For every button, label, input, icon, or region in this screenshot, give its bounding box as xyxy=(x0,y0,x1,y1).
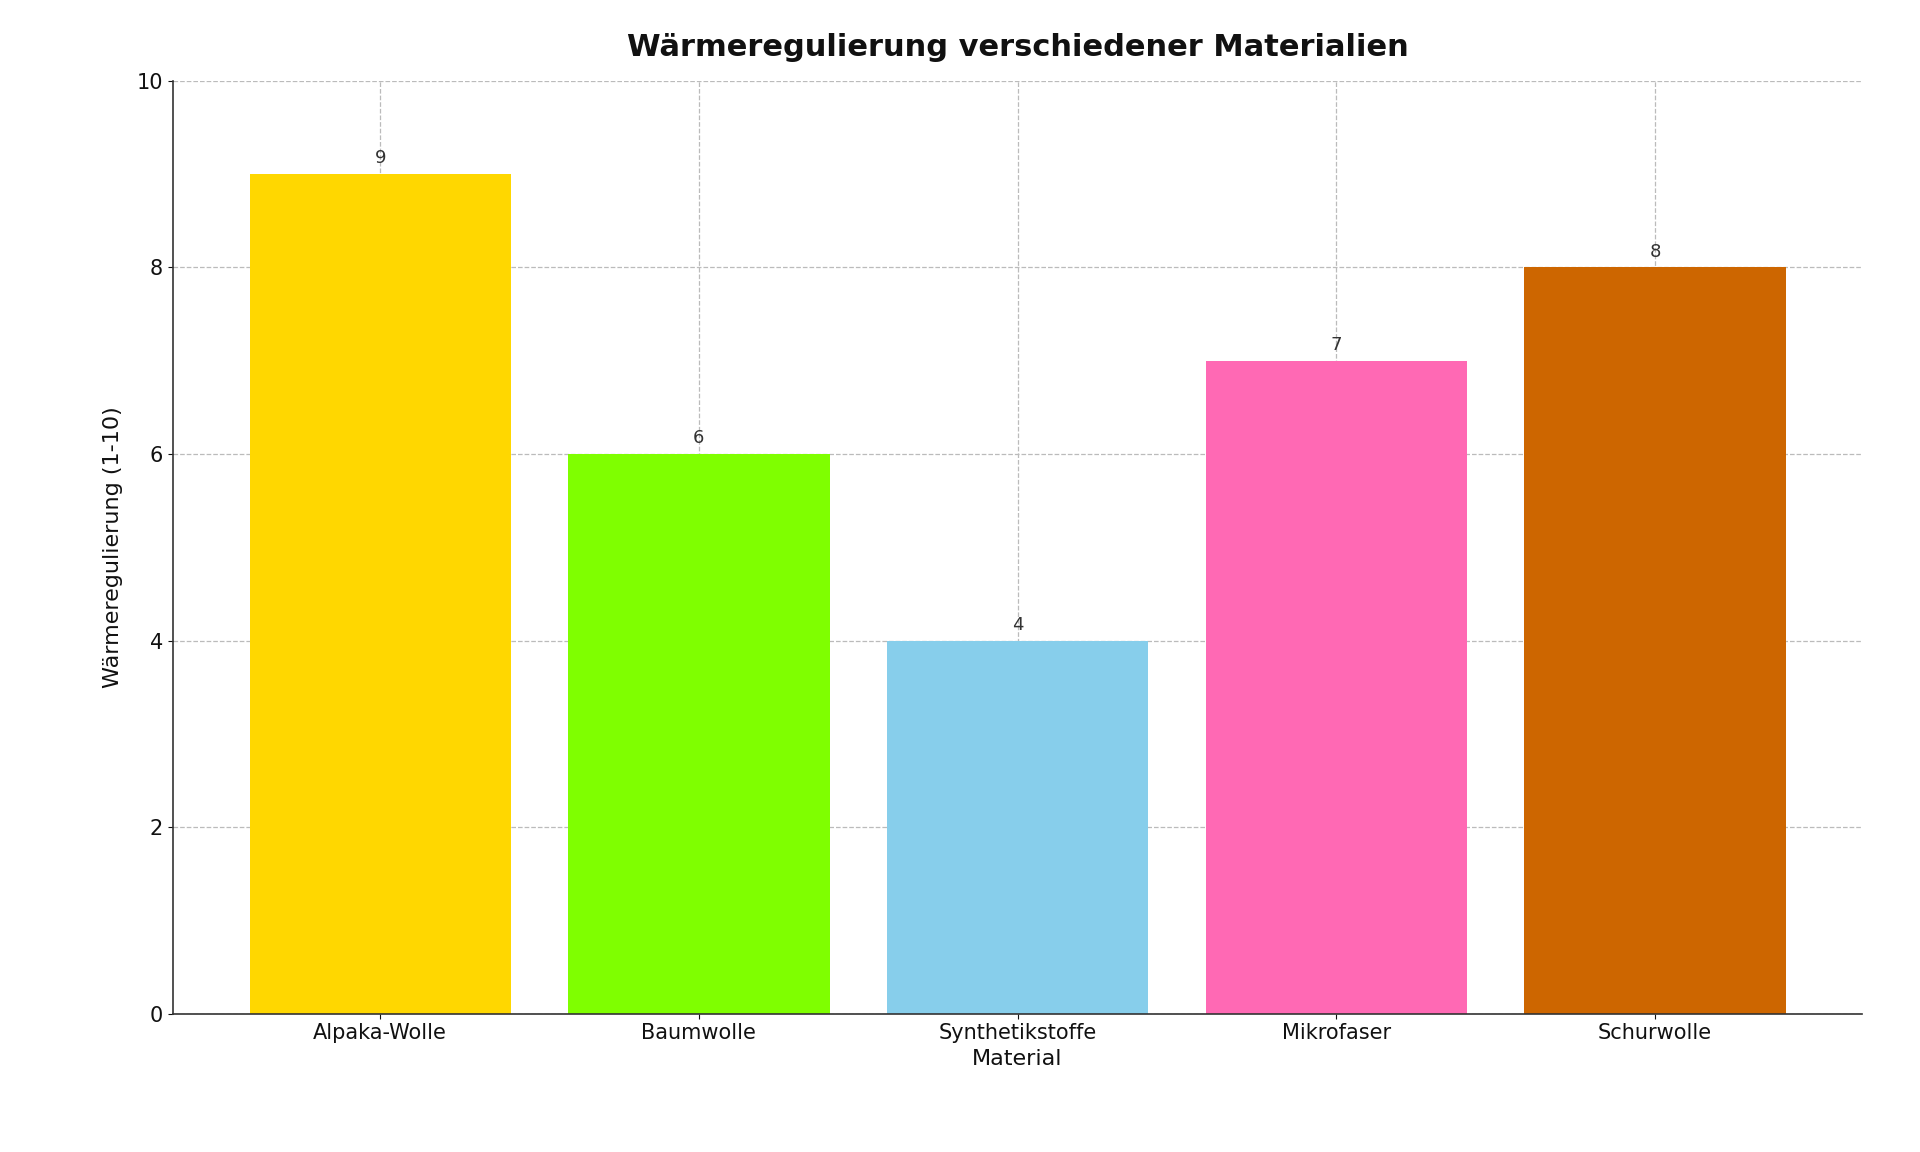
Y-axis label: Wärmeregulierung (1-10): Wärmeregulierung (1-10) xyxy=(102,407,123,688)
X-axis label: Material: Material xyxy=(972,1049,1064,1069)
Text: 7: 7 xyxy=(1331,336,1342,354)
Text: 9: 9 xyxy=(374,150,386,167)
Text: 6: 6 xyxy=(693,430,705,447)
Title: Wärmeregulierung verschiedener Materialien: Wärmeregulierung verschiedener Materiali… xyxy=(626,32,1409,62)
Bar xyxy=(1206,361,1467,1014)
Bar xyxy=(568,454,829,1014)
Bar xyxy=(250,174,511,1014)
Bar xyxy=(887,641,1148,1014)
Text: 4: 4 xyxy=(1012,616,1023,634)
Text: 8: 8 xyxy=(1649,243,1661,260)
Bar xyxy=(1524,267,1786,1014)
